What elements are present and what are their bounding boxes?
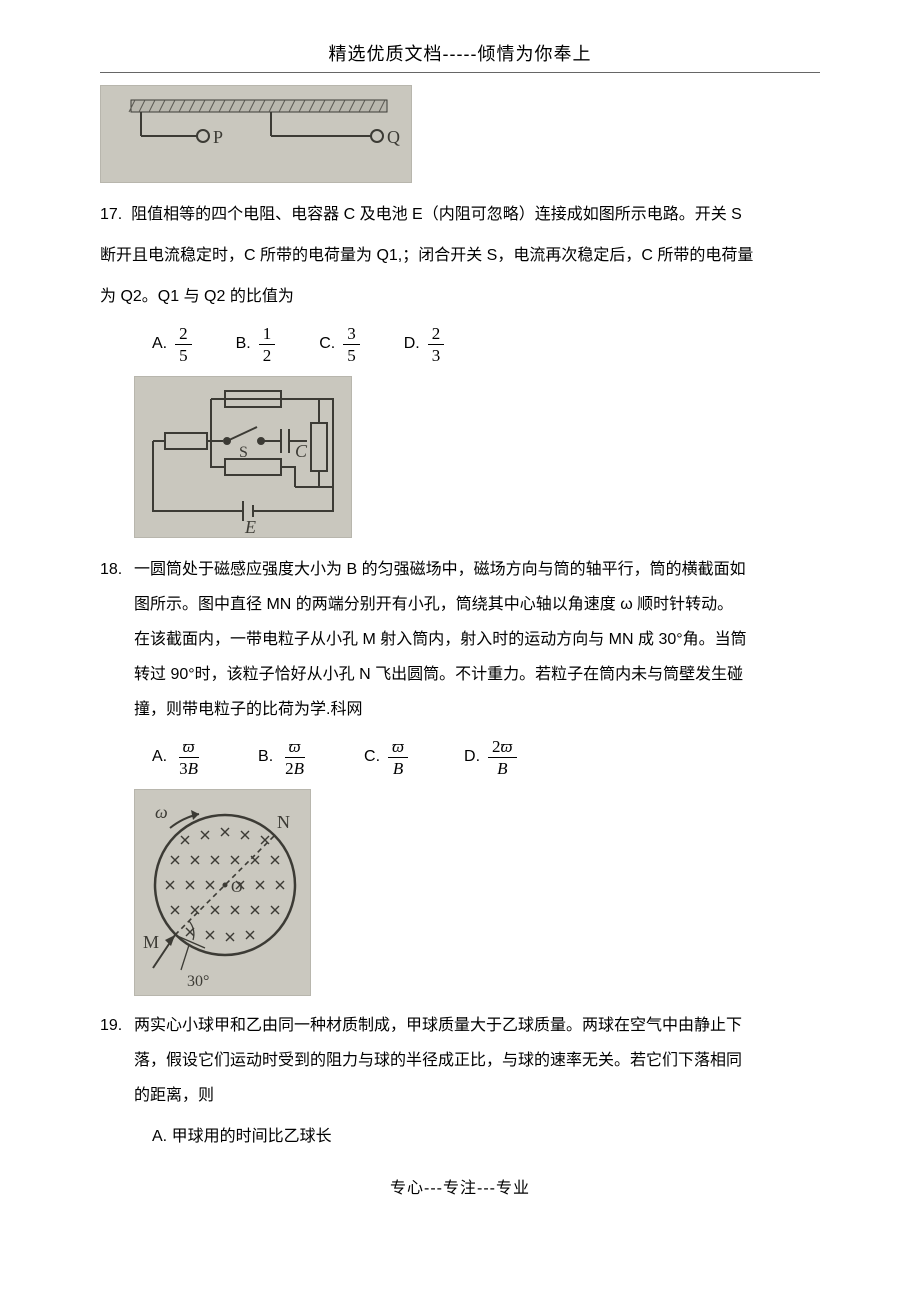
q18-line3: 在该截面内，一带电粒子从小孔 M 射入筒内，射入时的运动方向与 MN 成 30°… [134,622,820,657]
option-label: D. [404,335,420,353]
svg-text:ω: ω [155,802,168,822]
option-label: A. [152,748,167,766]
q18-option-b: B. ϖ2B [258,738,308,777]
option-label: C. [319,335,335,353]
option-label: D. [464,748,480,766]
q18-line4: 转过 90°时，该粒子恰好从小孔 N 飞出圆筒。不计重力。若粒子在筒内未与筒壁发… [134,657,820,692]
svg-text:O: O [231,879,243,896]
svg-text:30°: 30° [187,973,209,990]
q18-line1: 一圆筒处于磁感应强度大小为 B 的匀强磁场中，磁场方向与筒的轴平行，筒的横截面如 [134,552,820,587]
option-label: B. [236,335,251,353]
q18-number: 18. [100,552,134,587]
svg-text:S: S [239,444,248,461]
header-rule [100,72,820,73]
option-label: B. [258,748,273,766]
page-footer: 专心---专注---专业 [100,1174,820,1198]
svg-text:M: M [143,932,159,952]
q17-option-a: A. 25 [152,325,192,364]
q17-options: A. 25 B. 12 C. 35 D. 23 [100,325,820,364]
figure-q17-circuit: S C E [134,376,352,538]
q17-line1: 17. 阻值相等的四个电阻、电容器 C 及电池 E（内阻可忽略）连接成如图所示电… [100,197,820,232]
q18-options: A. ϖ3B B. ϖ2B C. ϖB D. 2ϖB [100,738,820,777]
q18-line5: 撞，则带电粒子的比荷为学.科网 [134,692,820,727]
q18-line2: 图所示。图中直径 MN 的两端分别开有小孔，筒绕其中心轴以角速度 ω 顺时针转动… [134,587,820,622]
q17-option-b: B. 12 [236,325,276,364]
svg-text:P: P [213,127,223,147]
figure-q17-pendulums: P Q [100,85,412,183]
svg-text:C: C [295,441,308,461]
svg-text:E: E [244,517,256,537]
q18-option-d: D. 2ϖB [464,738,517,777]
q18-option-c: C. ϖB [364,738,408,777]
q19-line1: 两实心小球甲和乙由同一种材质制成，甲球质量大于乙球质量。两球在空气中由静止下 [134,1008,820,1043]
figure-q18-cylinder: O N M ω 30° [134,789,311,996]
q19-option-a: A. 甲球用的时间比乙球长 [100,1119,820,1154]
q19-line3: 的距离，则 [134,1078,820,1113]
q19-number: 19. [100,1008,134,1043]
option-label: C. [364,748,380,766]
q18-option-a: A. ϖ3B [152,738,202,777]
q17-number: 17. [100,206,122,223]
q19-line2: 落，假设它们运动时受到的阻力与球的半径成正比，与球的速率无关。若它们下落相同 [134,1043,820,1078]
q17-option-c: C. 35 [319,325,360,364]
page-header: 精选优质文档-----倾情为你奉上 [100,40,820,66]
q17-option-d: D. 23 [404,325,445,364]
svg-text:Q: Q [387,127,400,147]
q17-line2: 断开且电流稳定时，C 所带的电荷量为 Q1,；闭合开关 S，电流再次稳定后，C … [100,238,820,273]
option-label: A. [152,335,167,353]
q17-line3: 为 Q2。Q1 与 Q2 的比值为 [100,279,820,314]
svg-text:N: N [277,812,290,832]
q17-text-1: 阻值相等的四个电阻、电容器 C 及电池 E（内阻可忽略）连接成如图所示电路。开关… [131,206,742,223]
